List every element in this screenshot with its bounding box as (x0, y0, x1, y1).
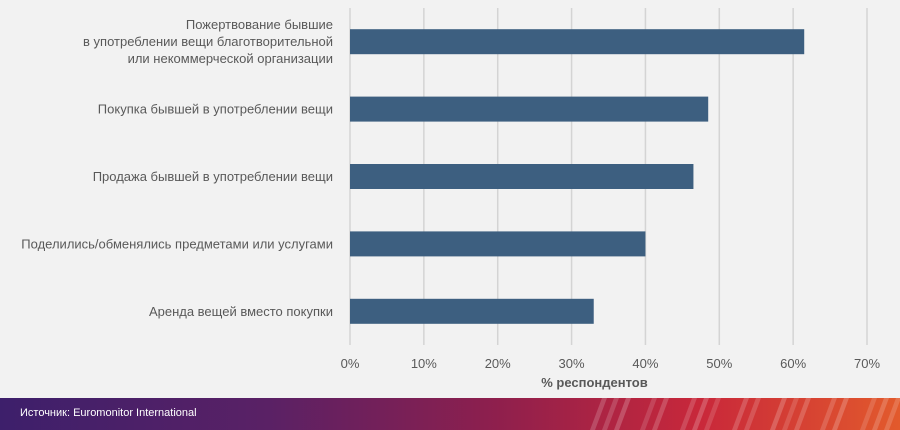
x-tick-label: 20% (485, 356, 511, 371)
bar (350, 29, 805, 55)
decorative-stripe (794, 398, 811, 430)
category-label: Пожертвование бывшие (186, 17, 333, 32)
bar (350, 96, 709, 122)
bars (350, 29, 805, 324)
decorative-stripe (692, 398, 709, 430)
category-label: Продажа бывшей в употреблении вещи (93, 169, 333, 184)
category-labels: Пожертвование бывшие в употреблении вещи … (21, 17, 333, 319)
decorative-stripe (652, 398, 669, 430)
x-axis-title: % респондентов (541, 375, 648, 390)
decorative-stripe (872, 398, 889, 430)
decorative-stripe (744, 398, 761, 430)
decorative-stripe (680, 398, 697, 430)
x-tick-label: 60% (780, 356, 806, 371)
decorative-stripe (860, 398, 877, 430)
decorative-stripe (732, 398, 749, 430)
footer-stripe-pattern (590, 398, 900, 430)
x-tick-label: 50% (706, 356, 732, 371)
x-tick-label: 10% (411, 356, 437, 371)
x-tick-label: 70% (854, 356, 880, 371)
source-footer: Источник: Euromonitor International (0, 398, 900, 430)
decorative-stripe (640, 398, 657, 430)
decorative-stripe (782, 398, 799, 430)
source-note: Источник: Euromonitor International (20, 407, 197, 419)
bar (350, 231, 646, 257)
decorative-stripe (704, 398, 721, 430)
bar (350, 164, 694, 189)
decorative-stripe (770, 398, 787, 430)
bar (350, 298, 594, 324)
x-tick-labels: 0% 10% 20% 30% 40% 50% 60% 70% (341, 356, 881, 371)
decorative-stripe (590, 398, 607, 430)
bar-chart: Пожертвование бывшие в употреблении вещи … (21, 8, 881, 390)
decorative-stripe (820, 398, 837, 430)
decorative-stripe (884, 398, 900, 430)
category-label: Аренда вещей вместо покупки (149, 304, 333, 319)
x-tick-label: 40% (632, 356, 658, 371)
category-label: Покупка бывшей в употреблении вещи (98, 102, 333, 117)
decorative-stripe (832, 398, 849, 430)
decorative-stripe (602, 398, 619, 430)
x-tick-label: 0% (341, 356, 360, 371)
decorative-stripe (614, 398, 631, 430)
category-label: в употреблении вещи благотворительной (83, 34, 333, 49)
category-label: или некоммерческой организации (128, 51, 333, 66)
x-tick-label: 30% (559, 356, 585, 371)
category-label: Поделились/обменялись предметами или усл… (21, 236, 333, 251)
